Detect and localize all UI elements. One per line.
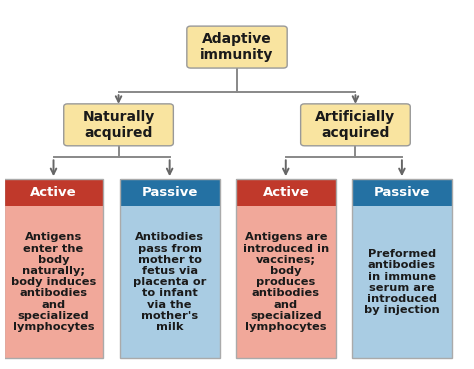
Text: Passive: Passive xyxy=(374,186,430,199)
FancyBboxPatch shape xyxy=(187,26,287,68)
Text: Adaptive
immunity: Adaptive immunity xyxy=(201,32,273,62)
Text: Antigens are
introduced in
vaccines;
body
produces
antibodies
and
specialized
ly: Antigens are introduced in vaccines; bod… xyxy=(243,232,329,332)
FancyBboxPatch shape xyxy=(64,104,173,146)
FancyBboxPatch shape xyxy=(120,206,219,358)
FancyBboxPatch shape xyxy=(4,206,103,358)
FancyBboxPatch shape xyxy=(4,179,103,206)
Text: Passive: Passive xyxy=(141,186,198,199)
Text: Antigens
enter the
body
naturally;
body induces
antibodies
and
specialized
lymph: Antigens enter the body naturally; body … xyxy=(11,232,96,332)
Text: Active: Active xyxy=(30,186,77,199)
FancyBboxPatch shape xyxy=(236,206,336,358)
Text: Active: Active xyxy=(263,186,309,199)
Text: Artificially
acquired: Artificially acquired xyxy=(315,110,395,140)
Text: Preformed
antibodies
in immune
serum are
introduced
by injection: Preformed antibodies in immune serum are… xyxy=(364,249,440,315)
FancyBboxPatch shape xyxy=(236,179,336,206)
Text: Antibodies
pass from
mother to
fetus via
placenta or
to infant
via the
mother's
: Antibodies pass from mother to fetus via… xyxy=(133,232,206,332)
FancyBboxPatch shape xyxy=(120,179,219,206)
FancyBboxPatch shape xyxy=(352,179,452,206)
FancyBboxPatch shape xyxy=(301,104,410,146)
FancyBboxPatch shape xyxy=(352,206,452,358)
Text: Naturally
acquired: Naturally acquired xyxy=(82,110,155,140)
